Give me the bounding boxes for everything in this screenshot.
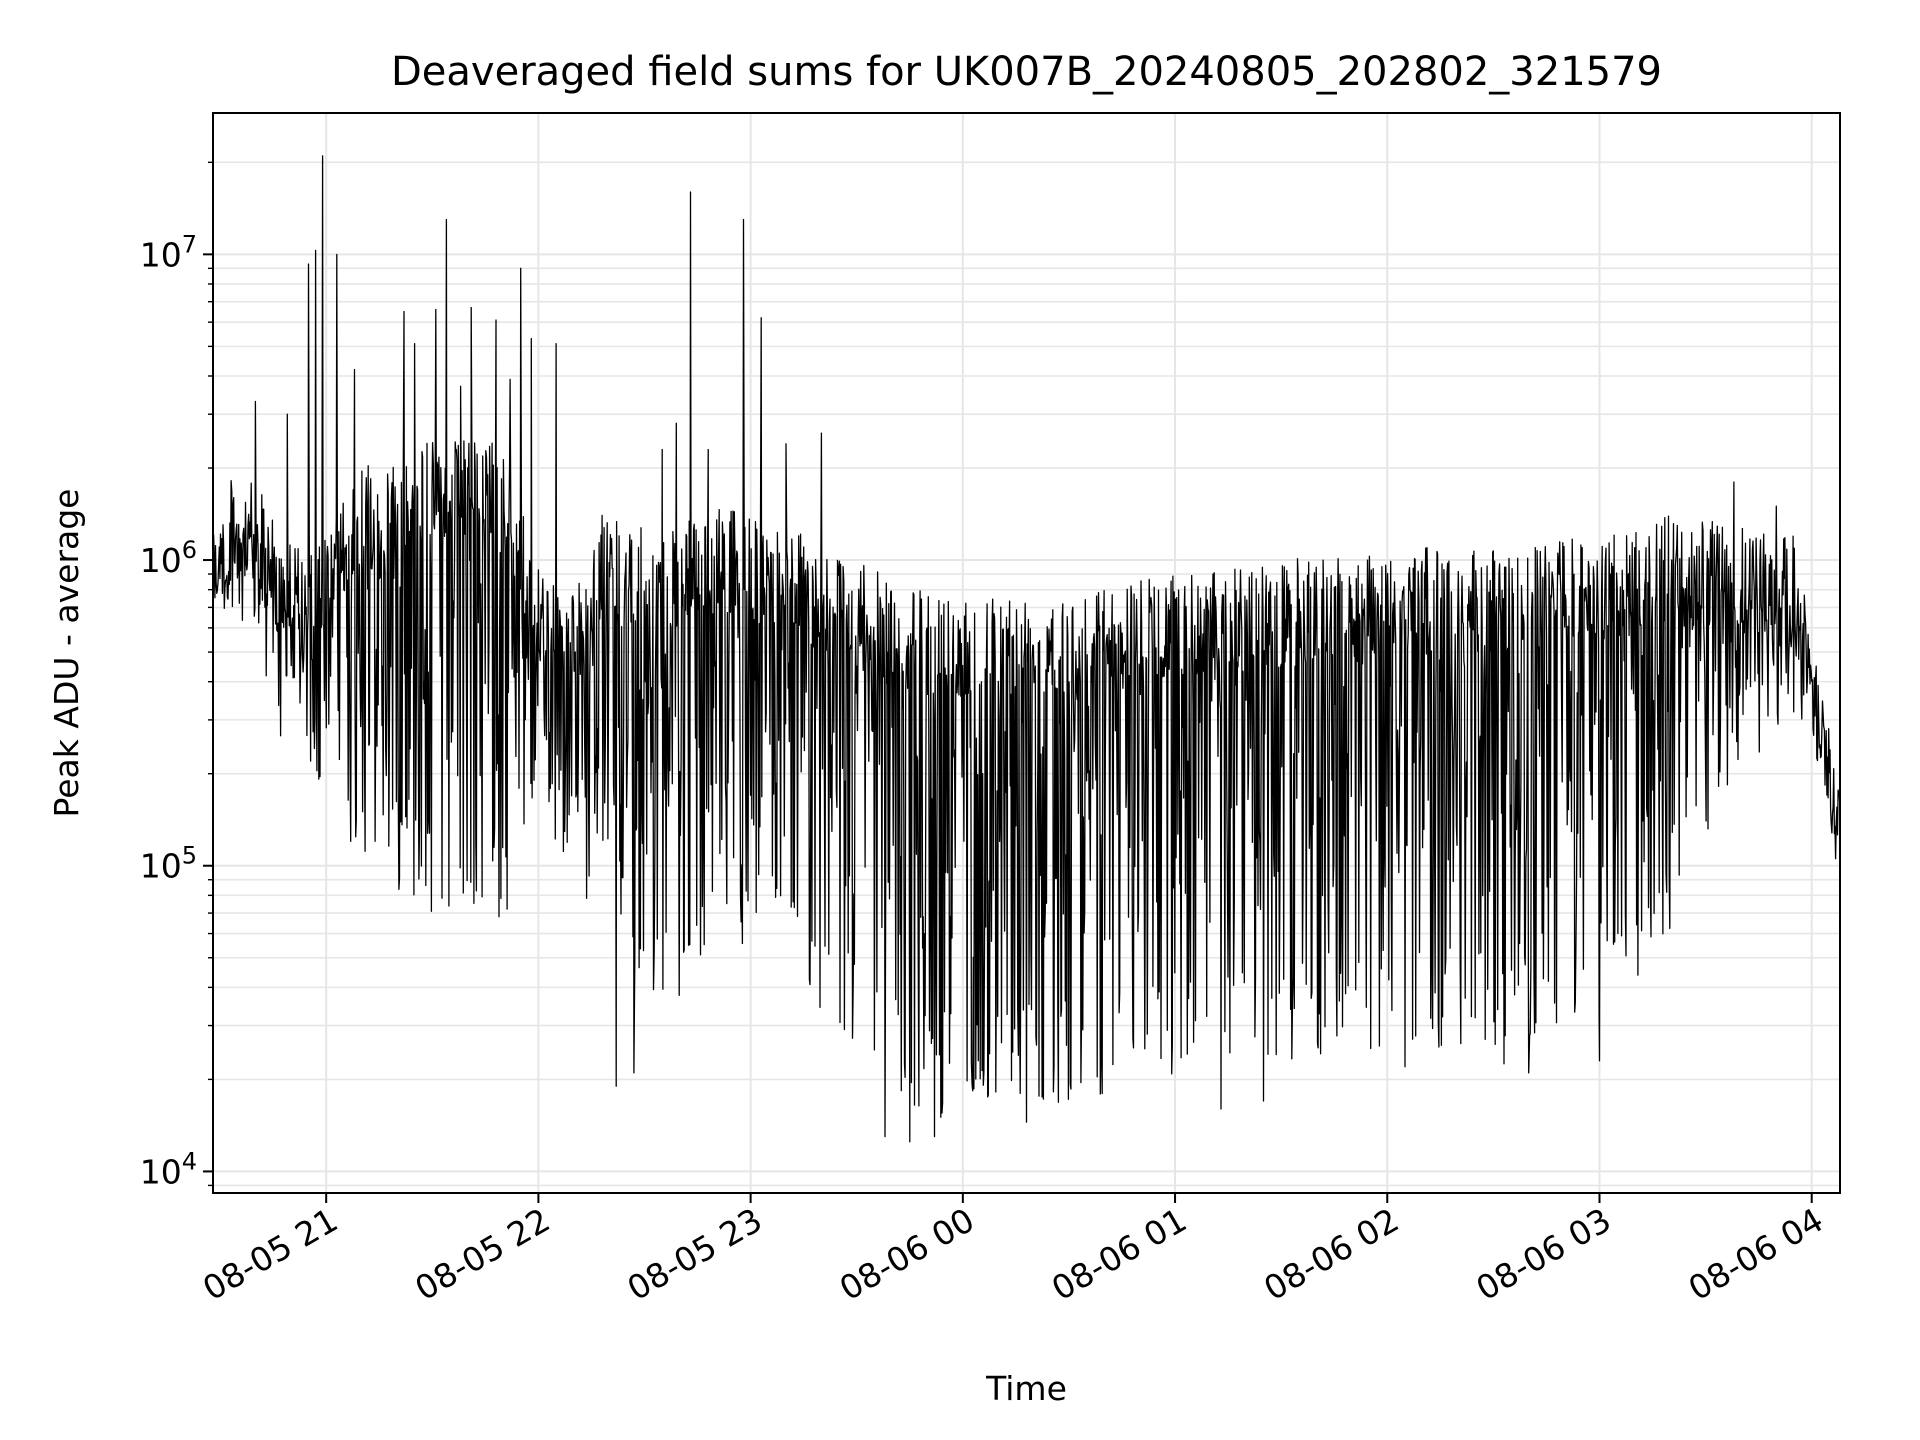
series-line xyxy=(212,155,1841,1143)
y-tick-exponent: 5 xyxy=(182,842,197,870)
y-tick-label: 107 xyxy=(140,230,197,274)
y-tick-base: 10 xyxy=(140,1152,182,1191)
y-tick-label: 105 xyxy=(140,842,197,886)
axes-frame xyxy=(212,112,1841,1194)
y-tick-base: 10 xyxy=(140,235,182,274)
y-tick-base: 10 xyxy=(140,847,182,886)
y-tick-exponent: 4 xyxy=(182,1147,197,1175)
y-tick-base: 10 xyxy=(140,541,182,580)
y-tick-exponent: 7 xyxy=(182,230,197,258)
y-tick-label: 104 xyxy=(140,1147,197,1191)
plot-area xyxy=(212,155,1841,1143)
y-tick-exponent: 6 xyxy=(182,536,197,564)
y-tick-label: 106 xyxy=(140,536,197,580)
x-axis-label: Time xyxy=(985,1369,1067,1408)
y-axis-label: Peak ADU - average xyxy=(47,489,86,818)
chart-title: Deaveraged field sums for UK007B_2024080… xyxy=(391,49,1662,95)
